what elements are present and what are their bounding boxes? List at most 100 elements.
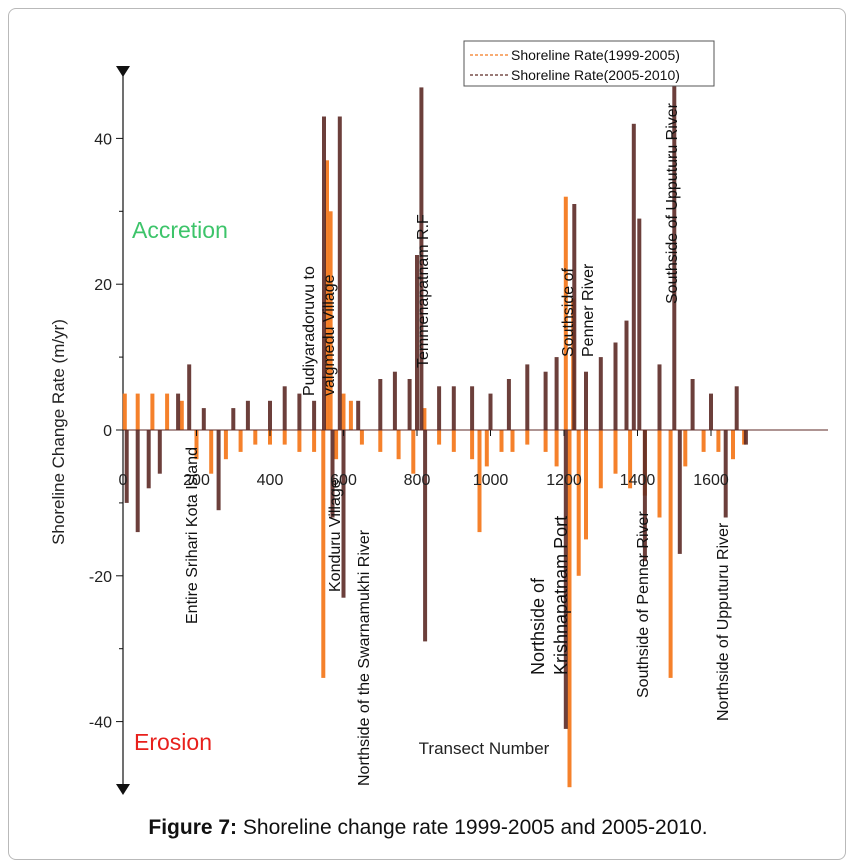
bar	[146, 430, 151, 489]
bar	[322, 116, 326, 430]
bar	[624, 320, 629, 430]
bar	[734, 386, 739, 430]
bar	[723, 430, 728, 518]
x-axis-ticks: 0 200 400 600 800 1000 1200 1400 1600	[119, 430, 729, 489]
bar	[563, 196, 568, 430]
bar	[506, 379, 511, 430]
bar	[378, 430, 383, 452]
x-tick-label: 1600	[693, 472, 729, 489]
annotation-northside-of: Northside of	[528, 577, 548, 675]
x-tick-label: 0	[119, 472, 128, 489]
annotation-southside-of: Southside of	[560, 267, 577, 357]
bar	[223, 430, 228, 460]
bar	[470, 430, 475, 460]
bar	[179, 400, 184, 430]
bar	[268, 430, 272, 445]
bar	[312, 400, 317, 430]
y-tick-label: 0	[103, 423, 112, 440]
bar	[672, 80, 677, 430]
bar	[709, 393, 713, 430]
y-tick-label: 20	[94, 277, 112, 294]
caption-prefix: Figure 7:	[148, 816, 238, 839]
bar	[668, 430, 673, 678]
bar	[576, 430, 581, 576]
bar	[282, 430, 287, 445]
accretion-label: Accretion	[132, 217, 228, 243]
erosion-label: Erosion	[134, 729, 212, 755]
bar	[423, 430, 428, 642]
bar	[330, 430, 335, 518]
bar	[731, 430, 735, 460]
bar	[642, 430, 647, 562]
bar	[657, 364, 662, 430]
bar	[683, 430, 688, 467]
bar	[598, 357, 603, 430]
bar	[297, 430, 302, 452]
figure-caption: Figure 7: Shoreline change rate 1999-200…	[0, 816, 856, 840]
bar	[407, 379, 412, 430]
legend-label-2005-2010: Shoreline Rate(2005-2010)	[511, 67, 680, 83]
x-tick-label: 1400	[620, 472, 656, 489]
y-tick-label: -20	[89, 569, 112, 586]
bar	[135, 430, 140, 533]
y-tick-label: 40	[94, 131, 112, 148]
x-tick-label: 800	[404, 472, 431, 489]
bar	[419, 87, 424, 431]
annotation-penner-river: Penner River	[580, 263, 597, 357]
caption-text: Shoreline change rate 1999-2005 and 2005…	[242, 816, 708, 839]
bar	[356, 400, 361, 430]
figure-frame	[8, 8, 846, 860]
bar	[341, 393, 346, 430]
annotation-northside-upputuru: Northside of Upputuru River	[715, 522, 732, 721]
bar	[563, 430, 568, 729]
bar	[484, 430, 489, 467]
annotation-konduru: Konduru Village	[327, 479, 344, 592]
y-axis-top-arrow	[116, 66, 130, 77]
bar	[253, 430, 258, 445]
bar	[631, 123, 636, 431]
annotation-srihari-kota: Entire Srihari Kota Island	[184, 447, 201, 624]
bar	[584, 371, 588, 430]
bar	[488, 393, 493, 430]
bar	[411, 430, 416, 474]
bar	[341, 430, 346, 598]
annotation-southside-upputuru: Southside of Upputuru River	[664, 102, 681, 304]
bar	[231, 408, 236, 430]
bar	[337, 116, 342, 430]
bar	[451, 386, 456, 430]
y-tick-label: -40	[89, 715, 112, 732]
bar	[451, 430, 456, 452]
series-1999-2005	[122, 160, 747, 788]
bar	[396, 430, 401, 460]
bar	[282, 386, 287, 430]
bar	[572, 204, 577, 430]
bar	[716, 430, 721, 452]
bar	[150, 393, 155, 430]
legend-label-1999-2005: Shoreline Rate(1999-2005)	[511, 47, 680, 63]
bar	[677, 430, 682, 554]
bar	[201, 408, 206, 430]
bar	[657, 430, 662, 518]
bar	[297, 393, 302, 430]
y-axis-bottom-arrow	[116, 784, 130, 795]
bar	[437, 430, 442, 445]
annotation-krishnapatnam: Krishnapatnam Port	[551, 516, 571, 675]
series-2005-2010	[124, 80, 748, 729]
bar	[543, 430, 548, 452]
legend-box	[463, 40, 715, 87]
bar	[477, 430, 482, 533]
bar	[701, 430, 706, 452]
bar	[325, 160, 329, 431]
bar	[690, 379, 695, 430]
bar	[613, 342, 618, 430]
bar	[613, 430, 618, 474]
bar	[567, 430, 572, 788]
legend: Shoreline Rate(1999-2005) Shoreline Rate…	[463, 40, 715, 87]
annotation-swarnamukhi: Northside of the Swarnamukhi River	[356, 529, 373, 786]
x-tick-label: 600	[330, 472, 357, 489]
bar	[135, 393, 140, 430]
bar	[554, 357, 559, 430]
bar	[437, 386, 442, 430]
y-axis-title: Shoreline Change Rate (m/yr)	[49, 319, 68, 545]
